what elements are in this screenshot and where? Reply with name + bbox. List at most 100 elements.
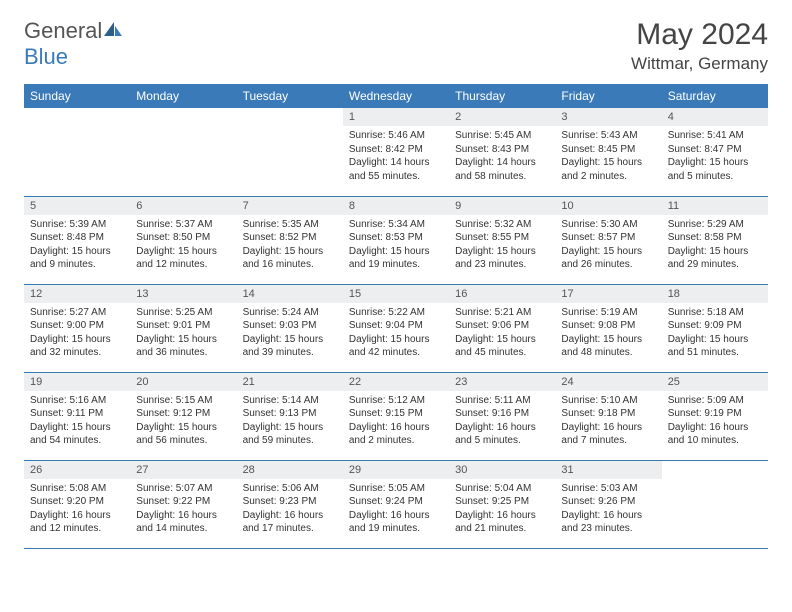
sunrise-line: Sunrise: 5:45 AM	[455, 129, 549, 143]
sunset-line: Sunset: 8:58 PM	[668, 231, 762, 245]
day-number: 19	[24, 373, 130, 391]
daylight-line: Daylight: 16 hours and 19 minutes.	[349, 509, 443, 536]
daylight-line: Daylight: 15 hours and 19 minutes.	[349, 245, 443, 272]
calendar-day-cell: 24Sunrise: 5:10 AMSunset: 9:18 PMDayligh…	[555, 372, 661, 460]
sunrise-line: Sunrise: 5:21 AM	[455, 306, 549, 320]
sunset-line: Sunset: 9:25 PM	[455, 495, 549, 509]
calendar-day-cell: 17Sunrise: 5:19 AMSunset: 9:08 PMDayligh…	[555, 284, 661, 372]
day-number: 7	[237, 197, 343, 215]
day-number: 2	[449, 108, 555, 126]
calendar-day-cell: 16Sunrise: 5:21 AMSunset: 9:06 PMDayligh…	[449, 284, 555, 372]
weekday-header: Thursday	[449, 84, 555, 108]
weekday-header-row: SundayMondayTuesdayWednesdayThursdayFrid…	[24, 84, 768, 108]
day-details: Sunrise: 5:29 AMSunset: 8:58 PMDaylight:…	[662, 215, 768, 276]
day-details: Sunrise: 5:19 AMSunset: 9:08 PMDaylight:…	[555, 303, 661, 364]
sunset-line: Sunset: 8:52 PM	[243, 231, 337, 245]
header: GeneralBlue May 2024 Wittmar, Germany	[24, 18, 768, 74]
sunset-line: Sunset: 8:50 PM	[136, 231, 230, 245]
day-details: Sunrise: 5:25 AMSunset: 9:01 PMDaylight:…	[130, 303, 236, 364]
day-number: 5	[24, 197, 130, 215]
daylight-line: Daylight: 16 hours and 10 minutes.	[668, 421, 762, 448]
sunrise-line: Sunrise: 5:41 AM	[668, 129, 762, 143]
calendar-day-cell: 15Sunrise: 5:22 AMSunset: 9:04 PMDayligh…	[343, 284, 449, 372]
calendar-day-cell: 18Sunrise: 5:18 AMSunset: 9:09 PMDayligh…	[662, 284, 768, 372]
day-number: 21	[237, 373, 343, 391]
calendar-day-cell: ..	[662, 460, 768, 548]
sunset-line: Sunset: 9:01 PM	[136, 319, 230, 333]
sunset-line: Sunset: 8:57 PM	[561, 231, 655, 245]
sunrise-line: Sunrise: 5:18 AM	[668, 306, 762, 320]
weekday-header: Friday	[555, 84, 661, 108]
logo-blue: Blue	[24, 44, 68, 69]
calendar-day-cell: 22Sunrise: 5:12 AMSunset: 9:15 PMDayligh…	[343, 372, 449, 460]
day-number: 3	[555, 108, 661, 126]
daylight-line: Daylight: 16 hours and 23 minutes.	[561, 509, 655, 536]
sunrise-line: Sunrise: 5:07 AM	[136, 482, 230, 496]
title-block: May 2024 Wittmar, Germany	[631, 18, 768, 74]
day-number: 11	[662, 197, 768, 215]
sunrise-line: Sunrise: 5:25 AM	[136, 306, 230, 320]
day-details: Sunrise: 5:41 AMSunset: 8:47 PMDaylight:…	[662, 126, 768, 187]
day-number: 18	[662, 285, 768, 303]
weekday-header: Wednesday	[343, 84, 449, 108]
day-number: 31	[555, 461, 661, 479]
sunset-line: Sunset: 9:00 PM	[30, 319, 124, 333]
calendar-day-cell: ..	[130, 108, 236, 196]
day-number: 22	[343, 373, 449, 391]
day-details: Sunrise: 5:21 AMSunset: 9:06 PMDaylight:…	[449, 303, 555, 364]
daylight-line: Daylight: 16 hours and 12 minutes.	[30, 509, 124, 536]
daylight-line: Daylight: 15 hours and 9 minutes.	[30, 245, 124, 272]
day-number: 12	[24, 285, 130, 303]
sunrise-line: Sunrise: 5:05 AM	[349, 482, 443, 496]
sunset-line: Sunset: 9:12 PM	[136, 407, 230, 421]
day-details: Sunrise: 5:06 AMSunset: 9:23 PMDaylight:…	[237, 479, 343, 540]
calendar-day-cell: ..	[237, 108, 343, 196]
day-details: Sunrise: 5:09 AMSunset: 9:19 PMDaylight:…	[662, 391, 768, 452]
sunrise-line: Sunrise: 5:34 AM	[349, 218, 443, 232]
calendar-day-cell: 1Sunrise: 5:46 AMSunset: 8:42 PMDaylight…	[343, 108, 449, 196]
sunrise-line: Sunrise: 5:08 AM	[30, 482, 124, 496]
sunrise-line: Sunrise: 5:03 AM	[561, 482, 655, 496]
sunset-line: Sunset: 9:09 PM	[668, 319, 762, 333]
calendar-body: ......1Sunrise: 5:46 AMSunset: 8:42 PMDa…	[24, 108, 768, 548]
sunset-line: Sunset: 9:26 PM	[561, 495, 655, 509]
month-title: May 2024	[631, 18, 768, 52]
sunrise-line: Sunrise: 5:46 AM	[349, 129, 443, 143]
location: Wittmar, Germany	[631, 54, 768, 74]
day-details: Sunrise: 5:24 AMSunset: 9:03 PMDaylight:…	[237, 303, 343, 364]
sunrise-line: Sunrise: 5:43 AM	[561, 129, 655, 143]
day-number: 4	[662, 108, 768, 126]
sunset-line: Sunset: 8:48 PM	[30, 231, 124, 245]
sunrise-line: Sunrise: 5:35 AM	[243, 218, 337, 232]
day-number: 23	[449, 373, 555, 391]
calendar-week-row: 26Sunrise: 5:08 AMSunset: 9:20 PMDayligh…	[24, 460, 768, 548]
calendar-day-cell: ..	[24, 108, 130, 196]
day-details: Sunrise: 5:22 AMSunset: 9:04 PMDaylight:…	[343, 303, 449, 364]
daylight-line: Daylight: 15 hours and 26 minutes.	[561, 245, 655, 272]
day-number: 14	[237, 285, 343, 303]
day-details: Sunrise: 5:12 AMSunset: 9:15 PMDaylight:…	[343, 391, 449, 452]
sunset-line: Sunset: 9:20 PM	[30, 495, 124, 509]
weekday-header: Tuesday	[237, 84, 343, 108]
daylight-line: Daylight: 15 hours and 42 minutes.	[349, 333, 443, 360]
day-number: 29	[343, 461, 449, 479]
sunset-line: Sunset: 8:47 PM	[668, 143, 762, 157]
calendar-day-cell: 7Sunrise: 5:35 AMSunset: 8:52 PMDaylight…	[237, 196, 343, 284]
sunrise-line: Sunrise: 5:16 AM	[30, 394, 124, 408]
calendar-day-cell: 26Sunrise: 5:08 AMSunset: 9:20 PMDayligh…	[24, 460, 130, 548]
sunset-line: Sunset: 9:16 PM	[455, 407, 549, 421]
day-number: 9	[449, 197, 555, 215]
sunset-line: Sunset: 8:42 PM	[349, 143, 443, 157]
day-details: Sunrise: 5:34 AMSunset: 8:53 PMDaylight:…	[343, 215, 449, 276]
sunrise-line: Sunrise: 5:14 AM	[243, 394, 337, 408]
daylight-line: Daylight: 15 hours and 32 minutes.	[30, 333, 124, 360]
daylight-line: Daylight: 15 hours and 54 minutes.	[30, 421, 124, 448]
calendar-day-cell: 6Sunrise: 5:37 AMSunset: 8:50 PMDaylight…	[130, 196, 236, 284]
day-details: Sunrise: 5:46 AMSunset: 8:42 PMDaylight:…	[343, 126, 449, 187]
calendar-day-cell: 3Sunrise: 5:43 AMSunset: 8:45 PMDaylight…	[555, 108, 661, 196]
sunset-line: Sunset: 9:03 PM	[243, 319, 337, 333]
day-details: Sunrise: 5:30 AMSunset: 8:57 PMDaylight:…	[555, 215, 661, 276]
daylight-line: Daylight: 15 hours and 12 minutes.	[136, 245, 230, 272]
calendar-week-row: ......1Sunrise: 5:46 AMSunset: 8:42 PMDa…	[24, 108, 768, 196]
day-number: 28	[237, 461, 343, 479]
